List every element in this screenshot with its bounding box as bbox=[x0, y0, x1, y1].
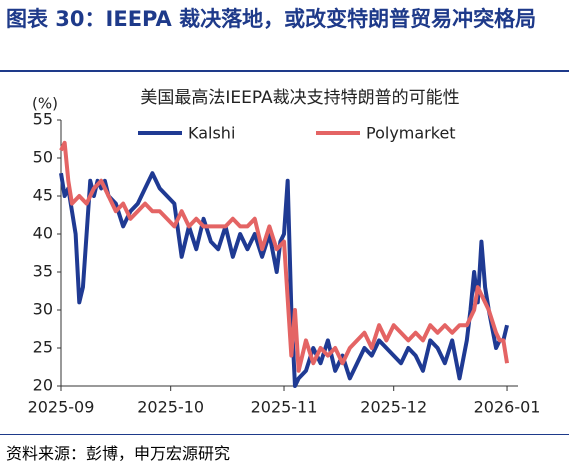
chart: 美国最高法IEEPA裁决支持特朗普的可能性 (%) 20 25 30 35 40 45 50 55… bbox=[28, 88, 541, 417]
x-tick-label: 2025-09 bbox=[28, 398, 95, 417]
x-tick-label: 2026-01 bbox=[474, 398, 541, 417]
y-tick-label: 20 bbox=[33, 376, 53, 395]
line-series bbox=[59, 140, 510, 373]
footer-rule bbox=[0, 434, 569, 435]
legend-label: Kalshi bbox=[188, 124, 235, 143]
legend-label: Polymarket bbox=[366, 124, 456, 143]
y-axis-label: (%) bbox=[32, 95, 58, 113]
line-series bbox=[59, 171, 509, 388]
y-tick-label: 30 bbox=[33, 300, 53, 319]
header-rule bbox=[0, 70, 569, 72]
chart-title: 美国最高法IEEPA裁决支持特朗普的可能性 bbox=[140, 88, 459, 108]
header-title: 图表 30：IEEPA 裁决落地，或改变特朗普贸易冲突格局 bbox=[6, 7, 537, 31]
x-tick-label: 2025-12 bbox=[360, 398, 427, 417]
x-tick-label: 2025-11 bbox=[251, 398, 318, 417]
y-tick-label: 25 bbox=[33, 338, 53, 357]
y-tick-label: 40 bbox=[33, 224, 53, 243]
y-tick-label: 45 bbox=[33, 186, 53, 205]
y-tick-label: 50 bbox=[33, 148, 53, 167]
y-tick-label: 35 bbox=[33, 262, 53, 281]
source: 资料来源：彭博，申万宏源研究 bbox=[6, 444, 231, 463]
x-tick-label: 2025-10 bbox=[137, 398, 204, 417]
y-tick-label: 55 bbox=[33, 110, 53, 129]
